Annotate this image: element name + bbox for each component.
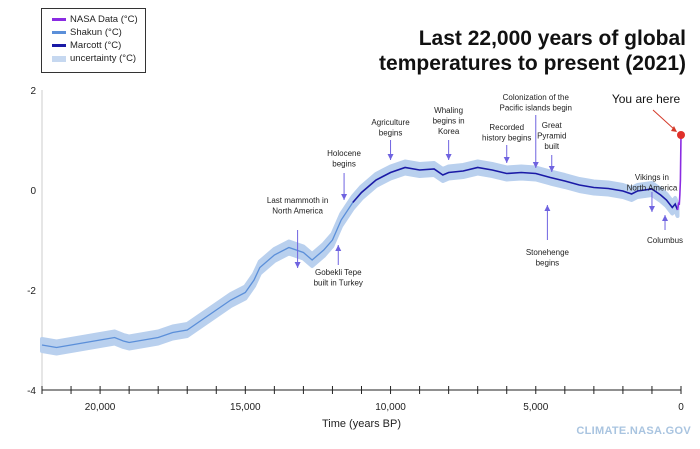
arrowhead-icon	[662, 215, 669, 221]
annotation-label: Holocene	[327, 149, 361, 158]
annotation-label: Columbus	[647, 236, 683, 245]
annotation-label: begins in	[433, 117, 465, 126]
legend: NASA Data (°C) Shakun (°C) Marcott (°C) …	[41, 8, 146, 73]
annotation-label: Gobekli Tepe	[315, 268, 362, 277]
legend-swatch	[52, 31, 66, 34]
legend-label: Marcott (°C)	[70, 40, 122, 51]
legend-swatch	[52, 55, 66, 62]
arrowhead-icon	[335, 245, 342, 251]
title-line: Last 22,000 years of global	[418, 27, 686, 50]
x-tick-label: 15,000	[230, 402, 261, 413]
y-tick-label: -4	[27, 386, 36, 397]
legend-item-marcott: Marcott (°C)	[52, 39, 145, 52]
arrowhead-icon	[294, 262, 301, 268]
annotation-label: Stonehenge	[526, 248, 570, 257]
arrowhead-icon	[671, 126, 677, 132]
annotation-label: Pyramid	[537, 132, 566, 141]
annotation-label: built in Turkey	[314, 279, 363, 288]
x-axis-label: Time (years BP)	[322, 418, 401, 430]
x-tick-label: 10,000	[375, 402, 406, 413]
annotation-label: history begins	[482, 134, 531, 143]
arrowhead-icon	[445, 154, 452, 160]
annotation-label: Korea	[438, 127, 460, 136]
annotation-label: begins	[536, 259, 560, 268]
y-tick-label: 2	[30, 86, 36, 97]
annotation-label: begins	[379, 129, 403, 138]
annotation-label: Great	[542, 121, 563, 130]
y-tick-label: 0	[30, 186, 36, 197]
series-line-shakun	[41, 202, 354, 349]
annotation-label: You are here	[612, 92, 681, 106]
legend-item-uncertainty: uncertainty (°C)	[52, 52, 145, 65]
pointer-arrow	[652, 109, 676, 131]
arrowhead-icon	[548, 166, 555, 172]
arrowhead-icon	[387, 154, 394, 160]
chart-title: Last 22,000 years of global temperatures…	[379, 26, 686, 76]
arrowhead-icon	[648, 206, 655, 212]
annotation-label: North America	[272, 207, 323, 216]
annotation-label: built	[544, 142, 559, 151]
credit: CLIMATE.NASA.GOV	[576, 425, 691, 437]
arrowhead-icon	[544, 205, 551, 211]
annotation-label: Whaling	[434, 106, 463, 115]
series-line-marcott	[352, 166, 679, 211]
legend-swatch	[52, 18, 66, 21]
annotation-label: Colonization of the	[503, 93, 570, 102]
uncertainty-band	[40, 159, 680, 356]
x-tick-label: 20,000	[85, 402, 116, 413]
annotation-label: begins	[332, 160, 356, 169]
legend-label: NASA Data (°C)	[70, 14, 138, 25]
legend-label: Shakun (°C)	[70, 27, 122, 38]
annotation-label: Recorded	[489, 123, 524, 132]
y-tick-label: -2	[27, 286, 36, 297]
title-line: temperatures to present (2021)	[379, 52, 686, 75]
legend-swatch	[52, 44, 66, 47]
annotation-label: Pacific islands begin	[500, 104, 572, 113]
x-tick-label: 0	[678, 402, 684, 413]
series-line-nasa	[676, 134, 682, 211]
arrowhead-icon	[532, 162, 539, 168]
arrowhead-icon	[503, 157, 510, 163]
legend-label: uncertainty (°C)	[70, 53, 137, 64]
legend-item-nasa: NASA Data (°C)	[52, 13, 145, 26]
x-tick-label: 5,000	[523, 402, 548, 413]
legend-item-shakun: Shakun (°C)	[52, 26, 145, 39]
you-are-here-marker	[677, 131, 685, 139]
annotation-label: Last mammoth in	[267, 196, 328, 205]
annotation-label: North America	[627, 184, 678, 193]
annotation-label: Agriculture	[371, 118, 410, 127]
annotation-label: Vikings in	[635, 173, 669, 182]
arrowhead-icon	[341, 194, 348, 200]
